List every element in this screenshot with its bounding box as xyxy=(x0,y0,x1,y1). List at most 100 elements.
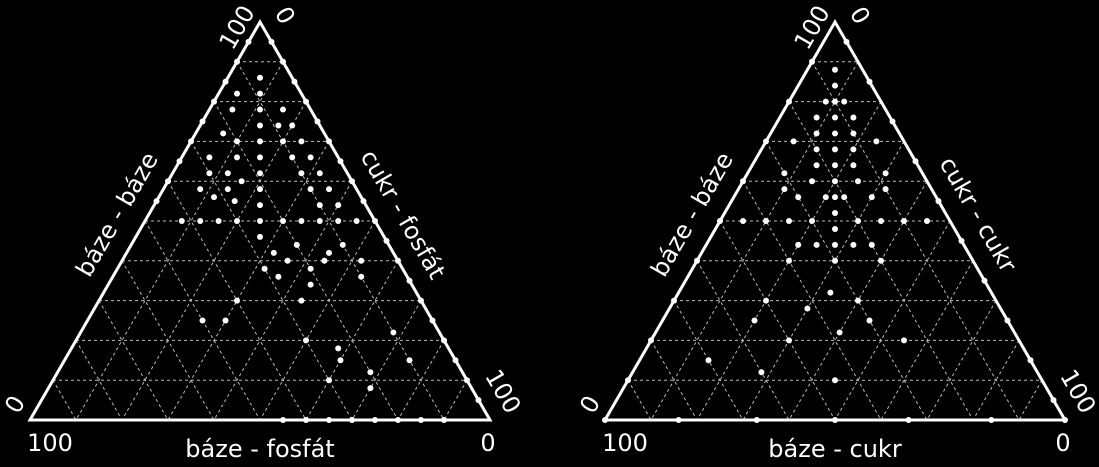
data-point xyxy=(841,98,848,105)
data-point xyxy=(257,138,263,145)
data-point xyxy=(257,122,263,129)
data-point xyxy=(280,417,286,423)
data-point xyxy=(257,233,263,240)
data-point xyxy=(1027,357,1034,364)
data-point xyxy=(326,138,332,145)
data-point xyxy=(671,297,677,304)
data-point xyxy=(832,417,838,423)
grid-line xyxy=(926,300,997,421)
data-point xyxy=(868,194,875,201)
data-point xyxy=(289,122,296,129)
grid-line xyxy=(75,61,284,421)
grid-line xyxy=(788,101,974,421)
data-point xyxy=(326,249,332,256)
data-point xyxy=(988,417,995,423)
data-point xyxy=(395,417,401,423)
data-point xyxy=(199,118,206,125)
data-point xyxy=(261,265,268,272)
tick-label: 0 xyxy=(574,391,606,418)
data-point xyxy=(307,281,314,288)
data-point xyxy=(367,369,374,376)
tick-label: 0 xyxy=(269,2,301,29)
data-point xyxy=(307,186,314,193)
data-point xyxy=(418,297,424,304)
data-point xyxy=(475,397,482,404)
data-point xyxy=(178,218,185,224)
data-point xyxy=(206,154,213,161)
data-point xyxy=(335,202,342,209)
data-point xyxy=(901,337,907,344)
grid-line xyxy=(1018,379,1043,421)
data-point xyxy=(912,158,919,165)
data-point xyxy=(316,218,323,224)
data-point xyxy=(418,417,424,423)
data-point xyxy=(298,218,305,224)
data-point xyxy=(353,218,360,224)
data-point xyxy=(188,138,194,145)
data-point xyxy=(270,249,277,256)
data-point xyxy=(234,90,240,97)
grid-line xyxy=(213,101,399,421)
data-point xyxy=(280,58,286,65)
data-point xyxy=(786,257,792,264)
grid-line xyxy=(52,379,77,421)
data-point xyxy=(841,194,848,201)
data-point xyxy=(215,218,222,224)
data-point xyxy=(813,162,820,169)
data-point xyxy=(758,369,765,376)
data-point xyxy=(850,130,857,137)
grid-line xyxy=(351,300,422,421)
data-point xyxy=(335,218,342,224)
data-point xyxy=(751,317,758,324)
grid-line xyxy=(121,101,307,421)
data-point xyxy=(850,162,857,169)
data-point xyxy=(257,186,263,193)
data-point xyxy=(220,130,227,137)
data-point xyxy=(740,178,746,185)
data-point xyxy=(850,114,857,121)
data-point xyxy=(795,194,802,201)
data-point xyxy=(832,66,838,73)
data-point xyxy=(832,241,838,248)
data-point xyxy=(786,337,792,344)
data-point xyxy=(335,345,342,352)
data-point xyxy=(268,38,275,45)
data-point xyxy=(229,106,236,113)
data-point xyxy=(822,98,829,105)
grid-line xyxy=(443,379,468,421)
data-point xyxy=(406,357,413,364)
data-point xyxy=(694,257,700,264)
grid-line xyxy=(259,220,376,421)
data-point xyxy=(901,218,907,224)
data-point xyxy=(843,38,850,45)
data-point xyxy=(257,202,263,209)
data-point xyxy=(832,114,838,121)
data-point xyxy=(855,297,861,304)
grid-line xyxy=(305,260,399,421)
data-point xyxy=(406,277,413,284)
data-point xyxy=(395,257,401,264)
data-point xyxy=(337,357,344,364)
data-point xyxy=(809,178,815,185)
data-point xyxy=(855,218,861,224)
data-point xyxy=(786,98,792,105)
data-point xyxy=(813,130,820,137)
data-point xyxy=(809,218,815,224)
data-point xyxy=(257,218,263,224)
data-point xyxy=(326,417,332,423)
data-point xyxy=(222,317,229,324)
data-point xyxy=(307,154,314,161)
data-point xyxy=(197,218,204,224)
data-point xyxy=(705,357,712,364)
data-point xyxy=(602,417,608,423)
data-point xyxy=(753,417,760,423)
data-point xyxy=(832,178,838,185)
data-point xyxy=(316,170,323,177)
data-point xyxy=(832,225,838,232)
data-point xyxy=(303,98,309,105)
grid-line xyxy=(788,180,928,421)
data-point xyxy=(786,218,792,224)
data-point xyxy=(280,138,286,145)
data-point xyxy=(326,377,332,384)
data-point xyxy=(275,273,282,280)
